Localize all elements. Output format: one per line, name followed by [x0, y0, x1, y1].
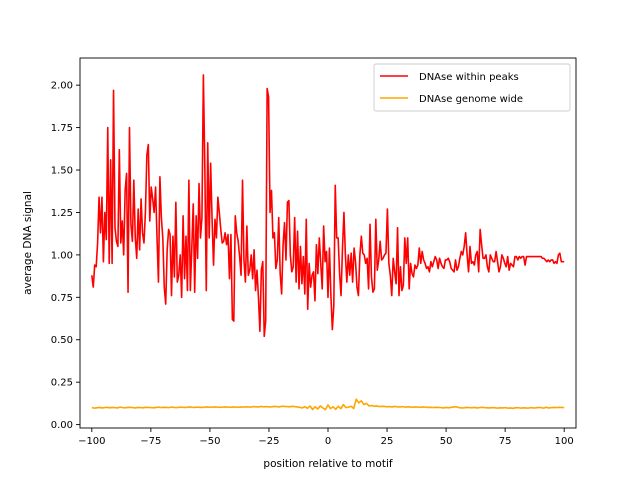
y-axis-label: average DNA signal: [22, 191, 34, 295]
y-tick-label: 0.00: [51, 420, 73, 431]
legend-box: [373, 63, 571, 112]
y-tick-label: 1.00: [51, 250, 73, 261]
x-tick-label: −100: [78, 436, 105, 447]
legend-label-dnase-genome-wide: DNAse genome wide: [419, 94, 523, 105]
y-tick-label: 1.75: [51, 123, 73, 134]
y-tick-label: 1.50: [51, 166, 73, 177]
x-axis-ticks: −100 −75 −50 −25 0 25 50 75 100: [78, 428, 574, 447]
y-tick-label: 2.00: [51, 81, 73, 92]
x-tick-label: 100: [555, 436, 574, 447]
y-tick-label: 1.25: [51, 208, 73, 219]
x-tick-label: −75: [140, 436, 161, 447]
y-axis-ticks: 0.00 0.25 0.50 0.75 1.00 1.25 1.50 1.75 2.00: [51, 81, 80, 431]
y-tick-label: 0.75: [51, 293, 73, 304]
x-tick-label: 25: [381, 436, 394, 447]
x-tick-label: −50: [199, 436, 220, 447]
x-axis-label: position relative to motif: [263, 458, 392, 470]
x-tick-label: 50: [440, 436, 453, 447]
x-tick-label: 75: [499, 436, 512, 447]
y-tick-label: 0.25: [51, 378, 73, 389]
series-layer: [91, 74, 565, 411]
series-line-dnase-within-peaks: [91, 74, 565, 338]
series-line-dnase-genome-wide: [91, 398, 565, 411]
plot-area: [80, 58, 576, 428]
legend: DNAse within peaks DNAse genome wide: [373, 63, 571, 112]
x-tick-label: −25: [258, 436, 279, 447]
x-tick-label: 0: [325, 436, 331, 447]
legend-label-dnase-within-peaks: DNAse within peaks: [419, 72, 519, 83]
y-tick-label: 0.50: [51, 335, 73, 346]
